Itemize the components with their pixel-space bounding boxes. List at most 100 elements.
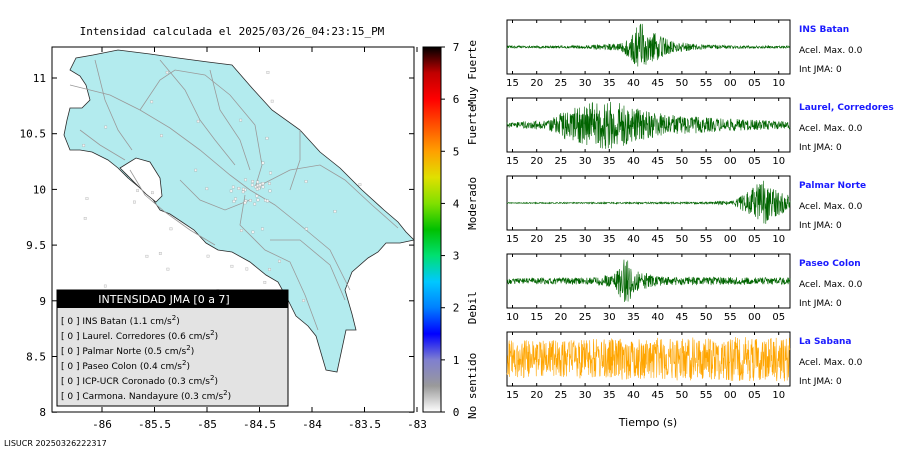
- legend-entry-level: [ 0 ]: [61, 392, 82, 402]
- station-jma-intensity: Int JMA: 0: [799, 377, 842, 387]
- trace-tick-label: 40: [651, 312, 664, 323]
- trace-tick-label: 00: [724, 390, 737, 401]
- legend-entry-value: (0.3 cm/s: [168, 377, 210, 387]
- town-marker: [158, 252, 162, 255]
- legend-entry-level: [ 0 ]: [61, 317, 82, 327]
- trace-tick-label: 05: [772, 312, 785, 323]
- trace-tick-label: 00: [724, 156, 737, 167]
- colorbar-tick-label: 1: [453, 354, 460, 367]
- town-marker: [261, 227, 264, 231]
- trace-tick-label: 35: [603, 78, 616, 89]
- map-x-tick-label: -84.5: [243, 418, 276, 431]
- town-marker: [268, 189, 272, 193]
- map-x-axis: -86 -85.5 -85 -84.5 -84 -83.5 -83: [92, 47, 427, 431]
- legend-entry-level: [ 0 ]: [61, 332, 82, 342]
- road-7: [129, 169, 216, 246]
- town-marker: [166, 267, 170, 271]
- seismogram-trace: [506, 23, 791, 67]
- legend-box: [56, 289, 289, 407]
- trace-tick-label: 50: [676, 78, 689, 89]
- town-marker: [237, 187, 241, 190]
- town-marker: [205, 187, 209, 191]
- town-marker: [256, 198, 260, 202]
- trace-tick-label: 15: [506, 390, 519, 401]
- town-marker: [240, 229, 243, 232]
- station-jma-intensity: Int JMA: 0: [799, 299, 842, 309]
- town-marker: [261, 185, 265, 189]
- trace-tick-label: 50: [676, 156, 689, 167]
- trace-tick-label: 50: [676, 234, 689, 245]
- town-marker: [245, 267, 249, 271]
- town-marker: [145, 254, 149, 258]
- legend-entry-close: ): [176, 317, 180, 327]
- legend-entry: [ 0 ] ICP-UCR Coronado (0.3 cm/s2): [61, 374, 218, 387]
- road-8: [289, 130, 301, 191]
- town-marker: [150, 100, 154, 104]
- road-11: [159, 59, 236, 166]
- legend-entry-level: [ 0 ]: [61, 377, 82, 387]
- trace-tick-label: 25: [555, 234, 568, 245]
- town-marker: [250, 183, 254, 187]
- colorbar-tick-label: 0: [453, 406, 460, 419]
- map-y-tick-label: 10.5: [20, 128, 47, 141]
- legend-header: [57, 290, 288, 308]
- trace-tick-label: 15: [506, 78, 519, 89]
- legend-entry-level: [ 0 ]: [61, 347, 82, 357]
- trace-tick-label: 30: [579, 156, 592, 167]
- town-marker: [85, 197, 89, 200]
- legend-entry: [ 0 ] INS Batan (1.1 cm/s2): [61, 314, 180, 327]
- town-marker: [256, 184, 260, 187]
- town-marker: [253, 202, 257, 206]
- town-marker: [278, 259, 281, 263]
- trace-tick-label: 45: [651, 78, 664, 89]
- colorbar-tick-label: 4: [453, 197, 460, 210]
- town-marker: [104, 125, 108, 129]
- road-6: [179, 179, 251, 211]
- trace-tick-label: 15: [506, 156, 519, 167]
- trace-tick-label: 20: [530, 156, 543, 167]
- time-axis-label: Tiempo (s): [618, 416, 677, 429]
- town-marker: [239, 118, 243, 122]
- station-max-accel: Acel. Max. 0.0: [799, 280, 863, 290]
- town-marker: [241, 190, 245, 194]
- colorbar-category-label: Moderado: [466, 177, 479, 230]
- town-marker: [133, 200, 136, 204]
- map-y-tick-label: 11: [33, 72, 46, 85]
- trace-tick-label: 45: [676, 312, 689, 323]
- intensity-legend: INTENSIDAD JMA [0 a 7] [ 0 ] INS Batan (…: [56, 289, 289, 407]
- town-marker: [251, 180, 255, 183]
- town-marker: [255, 194, 259, 198]
- trace-tick-label: 20: [530, 78, 543, 89]
- town-marker: [169, 227, 173, 231]
- trace-tick-label: 45: [651, 390, 664, 401]
- legend-entry-value: (1.1 cm/s: [130, 317, 172, 327]
- town-marker: [244, 178, 247, 182]
- trace-tick-label: 35: [603, 156, 616, 167]
- seismogram-trace: [506, 259, 791, 302]
- town-marker: [231, 185, 235, 189]
- town-marker: [333, 210, 337, 213]
- town-marker: [255, 187, 259, 191]
- legend-entry-value: (0.3 cm/s: [181, 392, 223, 402]
- map-y-tick-label: 9.5: [26, 239, 46, 252]
- town-marker: [206, 254, 210, 258]
- costa-rica-landmass: [63, 49, 415, 373]
- town-marker: [230, 264, 234, 268]
- station-name: La Sabana: [799, 337, 852, 347]
- trace-tick-label: 55: [700, 234, 713, 245]
- trace-tick-label: 10: [772, 390, 785, 401]
- legend-entry-unit-exponent: 2: [172, 314, 176, 322]
- map-y-axis: 11 10.5 10 9.5 9 8.5 8: [20, 72, 414, 419]
- map-x-tick-label: -83.5: [348, 418, 381, 431]
- legend-entry-unit-exponent: 2: [223, 389, 227, 397]
- town-marker: [268, 268, 271, 271]
- trace-tick-label: 35: [627, 312, 640, 323]
- town-marker: [265, 136, 269, 140]
- legend-entry-close: ): [191, 347, 195, 357]
- trace-tick-label: 40: [627, 390, 640, 401]
- legend-title: INTENSIDAD JMA [0 a 7]: [98, 293, 229, 306]
- station-jma-intensity: Int JMA: 0: [799, 221, 842, 231]
- road-4: [254, 164, 399, 229]
- trace-tick-label: 20: [530, 390, 543, 401]
- road-10: [270, 239, 346, 301]
